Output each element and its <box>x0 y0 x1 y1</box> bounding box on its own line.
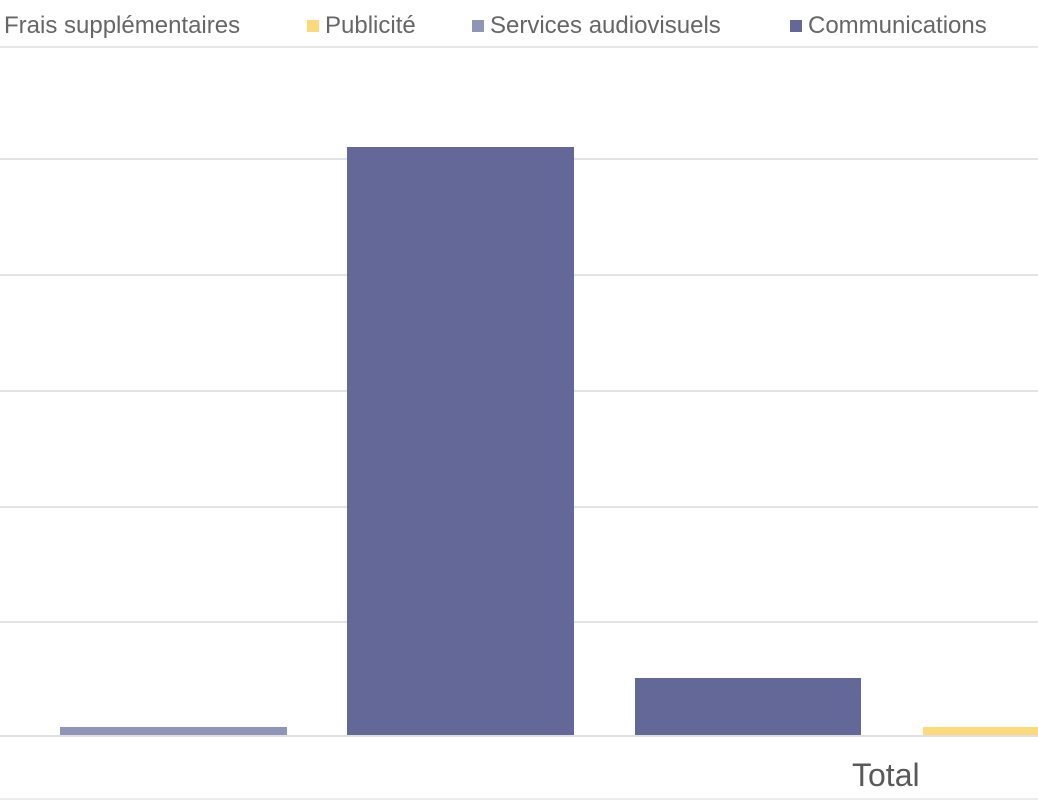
legend-divider <box>0 46 1038 48</box>
category-label-total: Total <box>852 757 920 793</box>
legend-swatch-icon <box>790 20 802 32</box>
bar-communications <box>347 147 574 735</box>
bar-communications-secondary <box>635 678 861 735</box>
legend-label: Frais supplémentaires <box>4 12 241 39</box>
x-axis-baseline <box>0 735 1038 737</box>
legend-item-frais-supplementaires: Frais supplémentaires <box>4 12 240 40</box>
legend-label: Publicité <box>325 12 416 39</box>
bar-services-audiovisuels <box>60 727 287 735</box>
chart-bottom-border <box>0 798 1038 800</box>
bar-publicite <box>923 727 1038 735</box>
chart-legend: Frais supplémentaires Publicité Services… <box>0 0 1038 50</box>
legend-label: Services audiovisuels <box>490 12 721 39</box>
legend-swatch-icon <box>307 20 319 32</box>
legend-label: Communications <box>808 12 987 39</box>
legend-item-communications: Communications <box>790 12 987 40</box>
legend-swatch-icon <box>472 20 484 32</box>
legend-item-publicite: Publicité <box>307 12 416 40</box>
legend-item-services-audiovisuels: Services audiovisuels <box>472 12 721 40</box>
